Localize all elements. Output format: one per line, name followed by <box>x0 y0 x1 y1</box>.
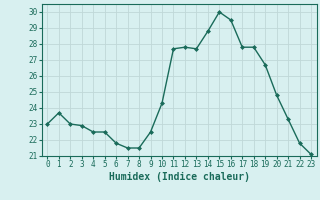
X-axis label: Humidex (Indice chaleur): Humidex (Indice chaleur) <box>109 172 250 182</box>
